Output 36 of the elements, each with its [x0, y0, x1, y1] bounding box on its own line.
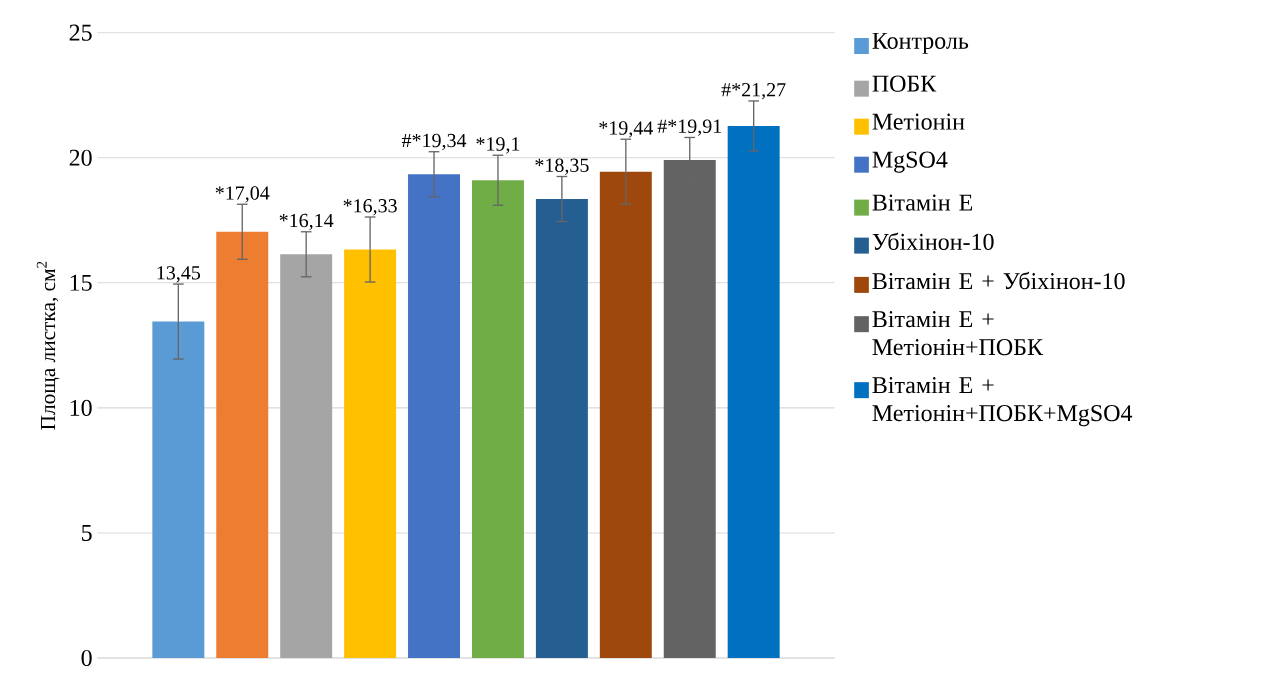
bar — [663, 159, 716, 658]
bar — [599, 171, 652, 658]
bar — [471, 180, 524, 658]
bar — [152, 321, 205, 658]
bar — [216, 231, 269, 658]
data-label: *19,44 — [599, 121, 653, 138]
y-tick-label: 10 — [70, 399, 92, 416]
legend-label: Вітамін Е + Убіхінон-10 — [872, 271, 1125, 290]
data-label: #*21,27 — [721, 83, 786, 100]
legend-label: Вітамін Е + Метіонін+ПОБК+MgSO4 — [872, 377, 1133, 427]
legend-label: Вітамін Е — [872, 194, 973, 211]
y-tick-label: 5 — [82, 524, 92, 541]
data-label: #*19,91 — [657, 119, 722, 136]
data-label: *17,04 — [215, 186, 270, 203]
y-axis-title: Площа листка, см$^{2}$ — [36, 261, 60, 430]
y-tick-label: 20 — [69, 149, 92, 166]
data-label: *18,35 — [535, 158, 589, 175]
bar — [344, 249, 397, 658]
bar — [727, 125, 780, 658]
legend-label: Вітамін Е + Метіонін+ПОБК — [872, 311, 1044, 356]
data-label: #*19,34 — [401, 133, 467, 151]
y-tick-label: 25 — [69, 24, 92, 41]
y-tick-label: 15 — [70, 274, 92, 291]
legend-label: ПОБК — [872, 75, 937, 92]
legend-label: Контроль — [872, 32, 969, 54]
legend-label: MgSO4 — [872, 151, 948, 173]
legend-label: Убіхінон-10 — [872, 232, 994, 250]
bar — [408, 174, 461, 658]
data-label: 13,45 — [157, 266, 201, 283]
data-label: *16,33 — [343, 199, 397, 216]
data-label: *19,1 — [476, 137, 520, 154]
legend-label: Метіонін — [872, 113, 965, 130]
data-label: *16,14 — [279, 213, 334, 231]
y-tick-label: 0 — [81, 649, 92, 667]
bar — [280, 254, 333, 658]
bar — [535, 199, 588, 658]
